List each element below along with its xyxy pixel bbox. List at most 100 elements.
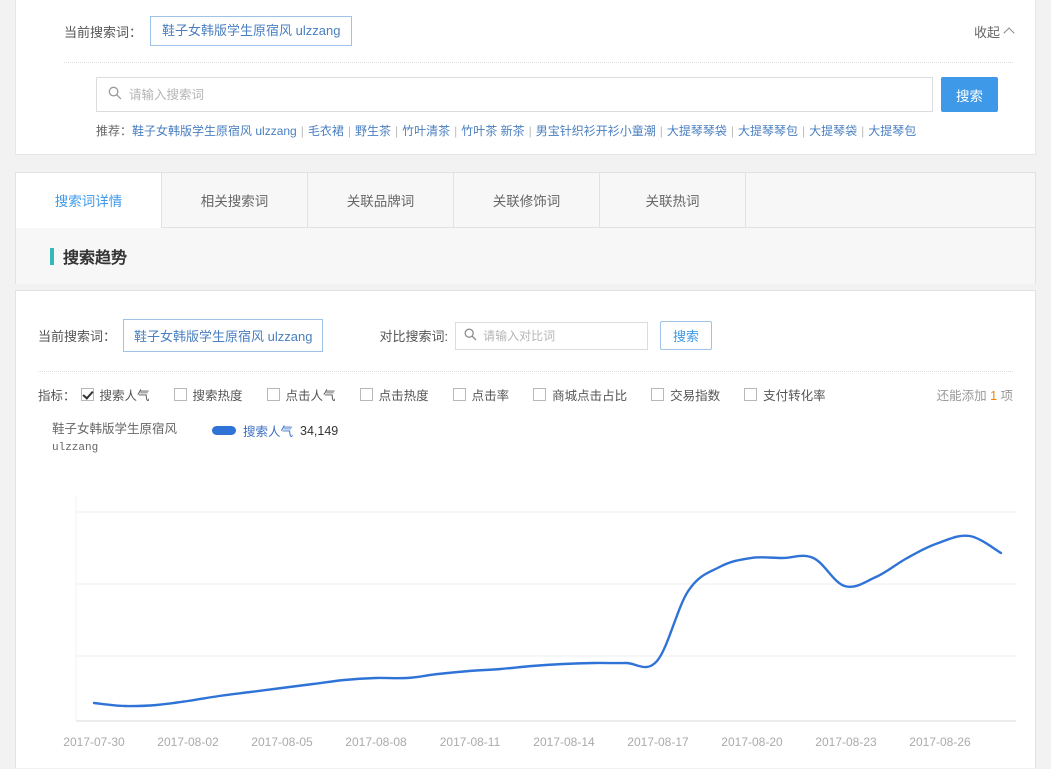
tab-related-search-terms[interactable]: 相关搜索词 bbox=[162, 173, 308, 227]
search-icon bbox=[464, 328, 477, 344]
metric-label: 商城点击占比 bbox=[552, 389, 628, 403]
legend-keyword: 鞋子女韩版学生原宿风 ulzzang bbox=[52, 421, 212, 456]
recommendation-separator: | bbox=[730, 124, 735, 138]
metric-checkbox-item[interactable]: 搜索热度 bbox=[173, 385, 243, 404]
metrics-label: 指标： bbox=[38, 389, 76, 403]
checkbox-icon[interactable] bbox=[359, 388, 373, 401]
legend-series-name: 搜索人气 bbox=[243, 425, 294, 439]
recommendation-separator: | bbox=[802, 124, 806, 138]
legend-keyword-latin: ulzzang bbox=[52, 441, 99, 454]
metric-checkbox-item[interactable]: 支付转化率 bbox=[744, 385, 826, 404]
remaining-slots-text: 还能添加 1 项 bbox=[937, 385, 1013, 404]
trend-chart-plot[interactable]: 2017-07-30 2017-08-02 2017-08-05 2017-08-08… bbox=[16, 479, 1037, 769]
section-header: 搜索趋势 bbox=[15, 228, 1036, 284]
metric-label: 点击率 bbox=[471, 389, 510, 403]
recommendation-link[interactable]: 竹叶茶 新茶 bbox=[461, 124, 525, 138]
current-term-value[interactable]: 鞋子女韩版学生原宿风 ulzzang bbox=[150, 16, 353, 46]
metric-label: 交易指数 bbox=[670, 389, 721, 403]
remaining-suffix: 项 bbox=[997, 389, 1013, 403]
metric-checkbox-item[interactable]: 点击人气 bbox=[266, 385, 336, 404]
metric-label: 搜索人气 bbox=[99, 389, 150, 403]
collapse-button[interactable]: 收起 bbox=[974, 22, 1015, 41]
recommendation-link[interactable]: 竹叶清茶 bbox=[402, 124, 451, 138]
x-axis-tick-label: 2017-08-26 bbox=[909, 735, 971, 749]
checkbox-icon[interactable] bbox=[173, 388, 187, 401]
recommend-label: 推荐： bbox=[96, 124, 133, 138]
recommendation-link[interactable]: 大提琴琴袋 bbox=[666, 124, 727, 138]
recommendation-separator: | bbox=[395, 124, 399, 138]
x-axis-labels: 2017-07-30 2017-08-02 2017-08-05 2017-08-08… bbox=[16, 735, 1037, 755]
current-term-row: 当前搜索词： 鞋子女韩版学生原宿风 ulzzang 收起 bbox=[16, 0, 1035, 62]
compare-search-button[interactable]: 搜索 bbox=[660, 321, 713, 350]
recommendations-row: 推荐：鞋子女韩版学生原宿风 ulzzang | 毛衣裙 | 野生茶 | 竹叶清茶 | 竹叶茶 新… bbox=[16, 112, 1035, 139]
checkbox-icon[interactable] bbox=[533, 388, 547, 401]
recommendation-separator: | bbox=[659, 124, 663, 138]
section-accent-bar bbox=[50, 247, 54, 265]
remaining-prefix: 还能添加 bbox=[936, 389, 991, 403]
recommendation-link[interactable]: 野生茶 bbox=[354, 124, 391, 138]
legend-series-item[interactable]: 搜索人气 34,149 bbox=[212, 421, 338, 440]
chart-legend: 鞋子女韩版学生原宿风 ulzzang 搜索人气 34,149 bbox=[16, 404, 1035, 456]
x-axis-tick-label: 2017-08-17 bbox=[627, 735, 689, 749]
tab-label: 关联热词 bbox=[645, 194, 700, 209]
trend-line-series[interactable] bbox=[92, 534, 1003, 708]
tab-label: 相关搜索词 bbox=[200, 194, 269, 209]
checkbox-icon[interactable] bbox=[651, 388, 665, 401]
search-input[interactable] bbox=[129, 78, 932, 111]
metric-checkbox-item[interactable]: 点击率 bbox=[452, 385, 510, 404]
metric-label: 支付转化率 bbox=[763, 389, 826, 403]
x-axis-tick-label: 2017-08-23 bbox=[815, 735, 877, 749]
recommendation-link[interactable]: 毛衣裙 bbox=[307, 124, 344, 138]
recommendation-separator: | bbox=[861, 124, 865, 138]
metric-checkbox-item[interactable]: 点击热度 bbox=[359, 385, 429, 404]
tab-label: 关联品牌词 bbox=[346, 194, 415, 209]
metrics-row: 指标： 搜索人气 搜索热度 点击人气 点击热度 点击率 商城点击占比 交易指数 支付转化率 还… bbox=[16, 372, 1035, 404]
search-trend-card: 当前搜索词： 鞋子女韩版学生原宿风 ulzzang 对比搜索词: 搜索 指标： … bbox=[15, 290, 1036, 768]
recommendation-separator: | bbox=[347, 124, 351, 138]
checkbox-icon[interactable] bbox=[266, 388, 280, 401]
recommendation-separator: | bbox=[300, 124, 304, 138]
recommendation-link[interactable]: 鞋子女韩版学生原宿风 ulzzang bbox=[132, 124, 297, 138]
recommendation-link[interactable]: 大提琴包 bbox=[868, 124, 917, 138]
legend-color-swatch bbox=[212, 426, 236, 435]
trend-line-svg bbox=[75, 496, 1016, 722]
remaining-count: 1 bbox=[990, 389, 998, 403]
x-axis-tick-label: 2017-08-20 bbox=[721, 735, 783, 749]
x-axis-tick-label: 2017-08-08 bbox=[345, 735, 407, 749]
search-box[interactable] bbox=[96, 77, 933, 112]
search-icon bbox=[108, 86, 122, 103]
legend-series-value: 34,149 bbox=[300, 423, 339, 438]
page-title: 搜索趋势 bbox=[63, 250, 128, 267]
compare-input[interactable] bbox=[483, 322, 648, 349]
metric-checkbox-item[interactable]: 交易指数 bbox=[651, 385, 720, 404]
recommendation-separator: | bbox=[528, 124, 532, 138]
compare-term-label: 对比搜索词: bbox=[379, 329, 449, 344]
metric-checkbox-item[interactable]: 商城点击占比 bbox=[533, 385, 627, 404]
chart-current-term-value[interactable]: 鞋子女韩版学生原宿风 ulzzang bbox=[123, 319, 324, 352]
recommendation-link[interactable]: 大提琴袋 bbox=[809, 124, 858, 138]
recommendation-link[interactable]: 大提琴琴包 bbox=[738, 124, 799, 138]
checkbox-icon[interactable] bbox=[744, 388, 758, 401]
x-axis-tick-label: 2017-07-30 bbox=[63, 735, 125, 749]
tab-related-modifier-terms[interactable]: 关联修饰词 bbox=[454, 173, 600, 227]
chart-current-term-label: 当前搜索词： bbox=[38, 329, 117, 344]
metric-label: 点击热度 bbox=[378, 389, 429, 403]
checkbox-checked-icon[interactable] bbox=[80, 388, 94, 401]
metric-checkbox-item[interactable]: 搜索人气 bbox=[80, 385, 150, 404]
recommendation-link[interactable]: 男宝针织衫开衫小童潮 bbox=[535, 124, 656, 138]
x-axis-tick-label: 2017-08-11 bbox=[439, 735, 501, 749]
tab-related-brand-terms[interactable]: 关联品牌词 bbox=[308, 173, 454, 227]
checkbox-icon[interactable] bbox=[452, 388, 466, 401]
tab-search-term-detail[interactable]: 搜索词详情 bbox=[16, 173, 162, 228]
tab-bar-filler bbox=[746, 173, 1035, 227]
search-row: 搜索 bbox=[16, 63, 1035, 112]
metrics-divider bbox=[38, 371, 1013, 372]
top-search-panel: 当前搜索词： 鞋子女韩版学生原宿风 ulzzang 收起 搜索 推荐：鞋子女韩版… bbox=[15, 0, 1036, 155]
tab-related-hot-terms[interactable]: 关联热词 bbox=[600, 173, 746, 227]
metric-label: 搜索热度 bbox=[192, 389, 243, 403]
tab-label: 关联修饰词 bbox=[492, 194, 561, 209]
compare-input-box[interactable] bbox=[455, 321, 649, 350]
recommendation-separator: | bbox=[454, 124, 458, 138]
search-button[interactable]: 搜索 bbox=[941, 77, 998, 112]
current-term-label: 当前搜索词： bbox=[64, 24, 143, 40]
